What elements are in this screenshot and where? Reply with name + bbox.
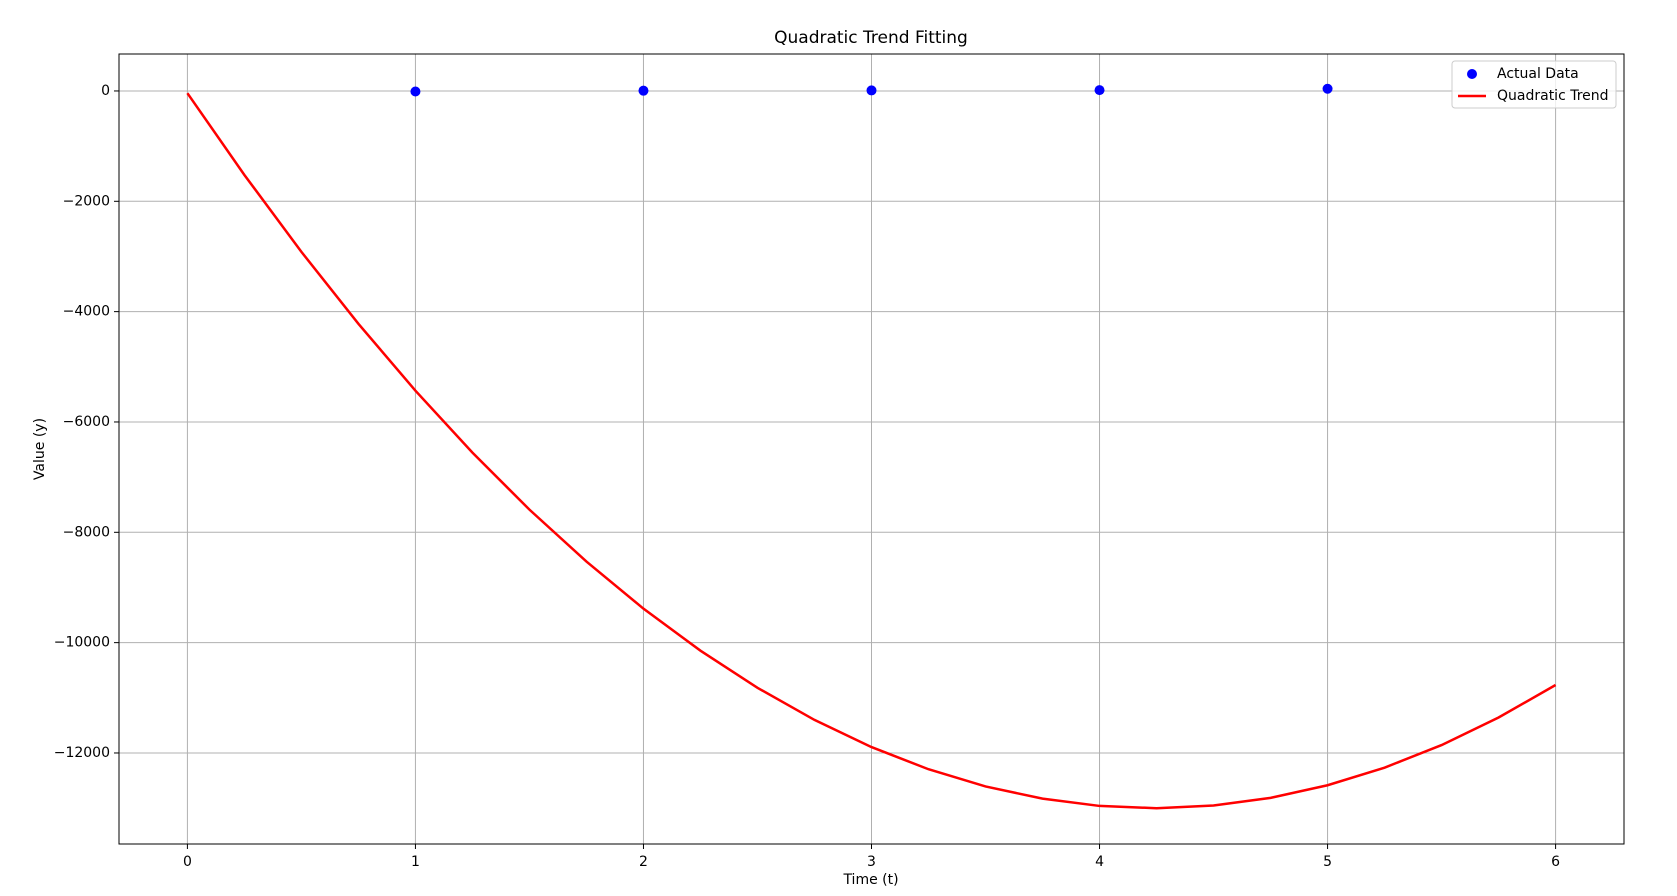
x-tick-label: 2 bbox=[639, 854, 648, 870]
data-point bbox=[638, 85, 649, 96]
x-tick-label: 6 bbox=[1551, 854, 1560, 870]
data-point bbox=[1094, 85, 1105, 96]
y-tick-label: −12000 bbox=[54, 745, 110, 761]
chart-title: Quadratic Trend Fitting bbox=[774, 28, 968, 48]
y-tick-label: −2000 bbox=[63, 193, 110, 209]
x-axis-label: Time (t) bbox=[842, 872, 898, 888]
y-tick-label: −4000 bbox=[63, 304, 110, 320]
x-tick-label: 1 bbox=[411, 854, 420, 870]
x-tick-label: 5 bbox=[1323, 854, 1332, 870]
data-point bbox=[410, 86, 421, 97]
x-tick-label: 4 bbox=[1095, 854, 1104, 870]
data-point bbox=[866, 85, 877, 96]
data-point bbox=[1322, 83, 1333, 94]
legend-marker bbox=[1467, 69, 1477, 79]
x-tick-label: 0 bbox=[183, 854, 192, 870]
plot-frame bbox=[118, 53, 1625, 845]
y-tick-label: −10000 bbox=[54, 635, 110, 651]
x-tick-label: 3 bbox=[867, 854, 876, 870]
y-axis-label: Value (y) bbox=[32, 418, 48, 480]
y-tick-label: −6000 bbox=[63, 414, 110, 430]
y-tick-label: −8000 bbox=[63, 524, 110, 540]
legend-label: Quadratic Trend bbox=[1497, 88, 1609, 104]
legend-label: Actual Data bbox=[1497, 66, 1579, 82]
trend-line bbox=[186, 92, 1557, 810]
y-tick-label: 0 bbox=[101, 83, 110, 99]
legend-box bbox=[1451, 60, 1617, 109]
